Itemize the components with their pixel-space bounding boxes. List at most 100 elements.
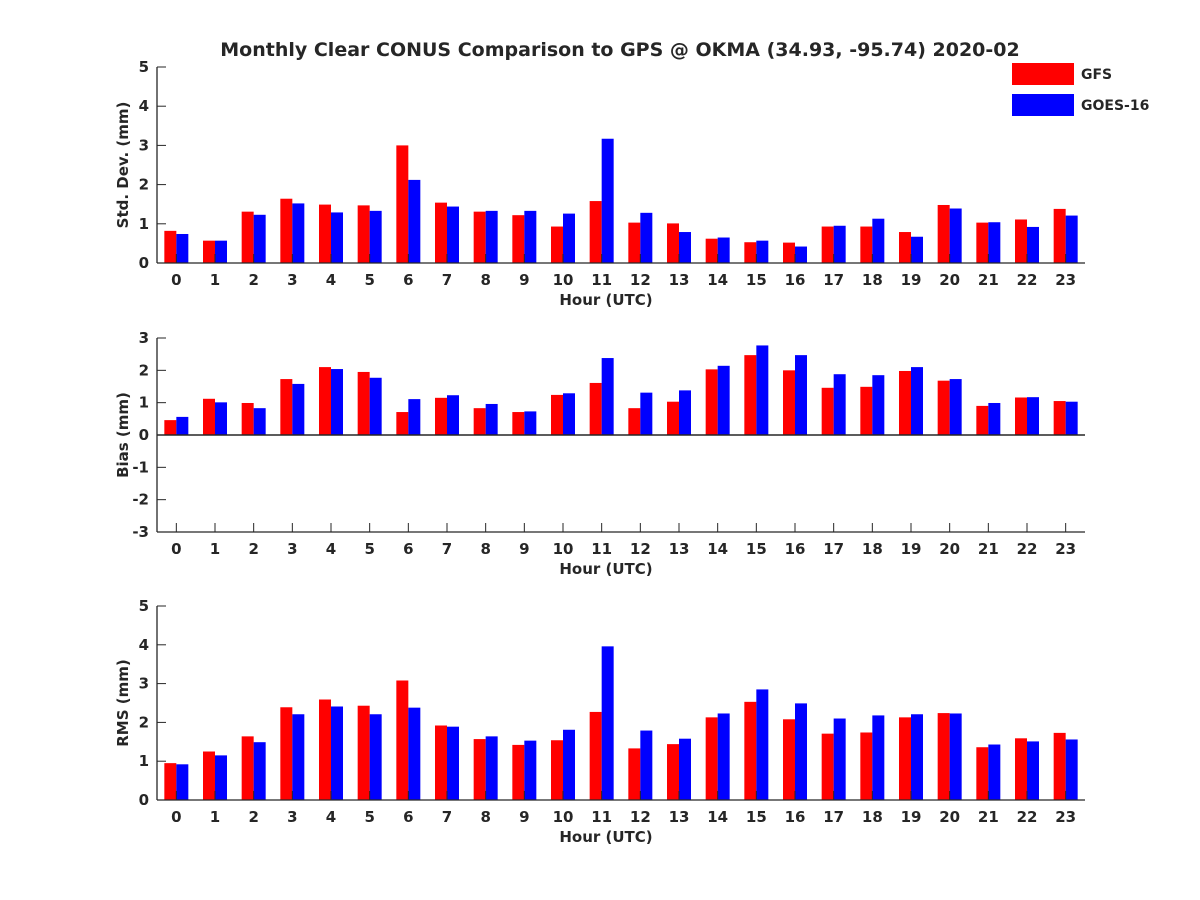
bar-p2-s1-5 xyxy=(369,714,382,800)
bar-p2-s0-10 xyxy=(551,740,563,800)
bar-p2-s0-3 xyxy=(280,707,293,800)
x-tick-label-p1-12: 12 xyxy=(630,540,651,558)
x-tick-label-p0-15: 15 xyxy=(746,271,767,289)
bar-p0-s0-23 xyxy=(1053,208,1066,263)
x-tick-label-p0-17: 17 xyxy=(823,271,844,289)
x-tick-label-p1-7: 7 xyxy=(442,540,452,558)
x-tick-label-p0-18: 18 xyxy=(862,271,883,289)
x-tick-label-p2-22: 22 xyxy=(1017,808,1038,826)
bar-p2-s1-7 xyxy=(447,726,459,800)
bar-p0-s0-10 xyxy=(551,226,563,263)
bar-p1-s1-21 xyxy=(988,402,1001,435)
x-tick-label-p0-20: 20 xyxy=(939,271,960,289)
bar-p0-s0-22 xyxy=(1015,219,1027,263)
x-tick-label-p1-13: 13 xyxy=(669,540,690,558)
bar-p2-s0-13 xyxy=(667,744,679,800)
bar-p1-s0-23 xyxy=(1053,401,1066,435)
x-tick-label-p0-0: 0 xyxy=(171,271,181,289)
bar-p1-s0-18 xyxy=(860,386,873,435)
y-tick-label-p2-2: 2 xyxy=(139,713,149,731)
bar-p0-s1-6 xyxy=(408,179,421,263)
bar-p1-s1-5 xyxy=(369,377,382,435)
bar-p2-s0-16 xyxy=(783,719,795,800)
x-tick-label-p1-6: 6 xyxy=(403,540,413,558)
bar-p1-s0-16 xyxy=(783,370,795,435)
bar-p2-s1-9 xyxy=(524,740,537,800)
bar-p1-s0-13 xyxy=(667,401,679,435)
x-tick-label-p0-23: 23 xyxy=(1055,271,1076,289)
bar-p0-s1-13 xyxy=(679,232,691,263)
x-tick-label-p2-19: 19 xyxy=(901,808,922,826)
bar-p0-s0-15 xyxy=(744,242,757,263)
bar-p0-s1-3 xyxy=(292,203,305,263)
bar-p2-s0-6 xyxy=(396,680,409,800)
x-tick-label-p0-14: 14 xyxy=(707,271,728,289)
bar-p1-s1-19 xyxy=(911,367,923,435)
bar-p1-s0-12 xyxy=(628,408,641,435)
bar-p1-s0-0 xyxy=(164,420,177,435)
bar-p0-s0-17 xyxy=(821,226,834,263)
x-tick-label-p1-10: 10 xyxy=(553,540,574,558)
x-axis-label-2: Hour (UTC) xyxy=(559,828,652,846)
legend: GFS GOES-16 xyxy=(1012,63,1149,116)
x-tick-label-p1-20: 20 xyxy=(939,540,960,558)
bar-p0-s1-22 xyxy=(1027,226,1039,263)
bar-p0-s1-21 xyxy=(988,222,1001,263)
bar-p2-s0-9 xyxy=(512,744,525,800)
x-tick-label-p2-10: 10 xyxy=(553,808,574,826)
bar-p2-s0-4 xyxy=(319,699,331,800)
bar-p1-s1-10 xyxy=(563,393,575,435)
x-tick-label-p2-8: 8 xyxy=(480,808,490,826)
y-tick-label-p1-4: 1 xyxy=(139,394,149,412)
bar-p1-s1-17 xyxy=(833,374,846,435)
bar-p2-s1-2 xyxy=(253,742,266,800)
y-tick-label-p1-5: 2 xyxy=(139,361,149,379)
bar-p0-s0-11 xyxy=(589,201,602,263)
x-tick-label-p1-23: 23 xyxy=(1055,540,1076,558)
bar-p2-s1-19 xyxy=(911,714,923,800)
bar-p1-s0-11 xyxy=(589,382,602,435)
bar-p0-s0-1 xyxy=(203,240,215,263)
x-tick-label-p0-21: 21 xyxy=(978,271,999,289)
x-tick-label-p0-12: 12 xyxy=(630,271,651,289)
bar-p2-s1-21 xyxy=(988,744,1001,800)
x-tick-label-p2-11: 11 xyxy=(591,808,612,826)
y-tick-label-p1-0: -3 xyxy=(132,523,149,541)
bar-p0-s0-20 xyxy=(937,204,950,263)
bar-p1-s0-3 xyxy=(280,379,293,435)
bar-p0-s1-7 xyxy=(447,206,459,263)
bar-p0-s1-8 xyxy=(485,210,498,263)
bar-p1-s1-8 xyxy=(485,403,498,435)
x-tick-label-p0-6: 6 xyxy=(403,271,413,289)
x-tick-label-p2-15: 15 xyxy=(746,808,767,826)
bar-p2-s1-4 xyxy=(331,706,343,800)
bar-p0-s0-8 xyxy=(473,211,486,263)
bar-p1-s1-3 xyxy=(292,383,305,435)
bar-p1-s0-4 xyxy=(319,367,331,435)
y-tick-label-p1-2: -1 xyxy=(132,458,149,476)
bar-p1-s1-6 xyxy=(408,399,421,435)
x-tick-label-p0-22: 22 xyxy=(1017,271,1038,289)
x-tick-label-p1-2: 2 xyxy=(248,540,258,558)
bar-p0-s1-4 xyxy=(331,212,343,263)
x-tick-label-p0-11: 11 xyxy=(591,271,612,289)
x-tick-label-p1-1: 1 xyxy=(210,540,220,558)
bar-p1-s0-6 xyxy=(396,412,409,435)
bar-p0-s1-11 xyxy=(601,138,614,263)
bar-p2-s1-12 xyxy=(640,730,653,800)
x-tick-label-p1-14: 14 xyxy=(707,540,728,558)
bar-p1-s0-15 xyxy=(744,355,757,435)
bar-p0-s0-6 xyxy=(396,145,409,263)
x-tick-label-p2-18: 18 xyxy=(862,808,883,826)
x-tick-label-p1-5: 5 xyxy=(364,540,374,558)
bar-p1-s1-18 xyxy=(872,375,885,435)
bar-p0-s0-0 xyxy=(164,230,177,263)
y-tick-label-p0-5: 5 xyxy=(139,58,149,76)
y-tick-label-p2-5: 5 xyxy=(139,597,149,615)
x-tick-label-p2-1: 1 xyxy=(210,808,220,826)
